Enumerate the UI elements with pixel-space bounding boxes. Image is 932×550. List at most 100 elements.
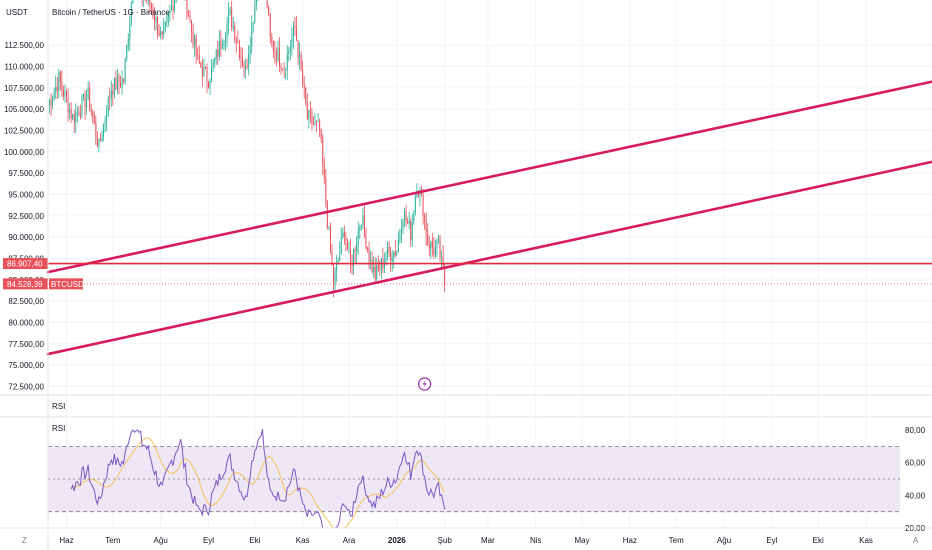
time-tick-label: Şub [438, 536, 453, 545]
candle-body [170, 5, 172, 10]
candle-body [169, 9, 171, 14]
time-tick-label: Haz [59, 536, 73, 545]
horizontal-line-price-badge [3, 258, 48, 270]
candle-body [268, 6, 270, 15]
candle-body [55, 86, 57, 92]
candle-body [251, 23, 253, 47]
candle-body [366, 248, 369, 250]
candle-body [428, 244, 430, 249]
last-price-badge [3, 278, 48, 290]
candle-body [385, 258, 387, 263]
candle-body [89, 87, 91, 110]
auto-scale-button[interactable]: A [913, 536, 919, 545]
candle-body [299, 54, 301, 58]
channel-trend-line[interactable] [46, 160, 932, 356]
candle-body [59, 72, 61, 82]
candle-body [433, 247, 435, 256]
candle-body [73, 114, 75, 123]
time-tick-label: Eki [249, 536, 260, 545]
lightning-icon[interactable] [418, 377, 432, 391]
candle-body [123, 78, 125, 82]
candle-body [337, 260, 339, 263]
time-tick-label: Nis [530, 536, 542, 545]
candle-body [266, 0, 268, 7]
chart-title: Bitcoin / TetherUS · 1G · Binance [52, 8, 170, 17]
candle-body [234, 26, 236, 41]
candle-body [174, 0, 176, 11]
candle-body [158, 33, 160, 36]
price-pane[interactable] [46, 0, 932, 528]
candle-body [106, 116, 108, 121]
candle-body [317, 121, 319, 122]
candle-body [279, 48, 281, 66]
candle-body [116, 76, 118, 90]
candle-body [359, 226, 361, 230]
candle-body [82, 93, 85, 97]
channel-lines[interactable] [46, 80, 932, 356]
horizontal-line-price-label: 86.907,40 [7, 260, 43, 269]
time-tick-label: May [574, 536, 589, 545]
horizontal-lines[interactable] [48, 262, 932, 285]
candle-body [343, 232, 345, 238]
candle-body [410, 221, 412, 241]
candle-body [425, 217, 427, 235]
zoom-button[interactable]: Z [22, 536, 27, 545]
candle-body [206, 67, 208, 82]
candle-body [218, 41, 220, 57]
candle-body [203, 66, 205, 77]
candle-body [224, 38, 227, 42]
candle-body [302, 69, 304, 85]
candle-body [314, 121, 316, 125]
candle-body [388, 246, 390, 253]
rsi-line [70, 428, 446, 529]
candle-body [121, 78, 123, 87]
candle-body [331, 251, 333, 266]
candle-body [157, 17, 159, 34]
candle-body [305, 87, 307, 104]
candle-body [345, 237, 347, 241]
candle-body [235, 40, 237, 42]
candle-body [78, 111, 80, 116]
candle-body [53, 91, 55, 99]
candle-body [282, 68, 284, 70]
candle-body [228, 13, 230, 24]
candle-body [229, 8, 231, 14]
candle-body [155, 17, 157, 22]
candle-body [152, 8, 154, 17]
candle-body [215, 49, 217, 59]
candle-body [93, 117, 95, 123]
candle-body [231, 8, 233, 28]
candle-body [424, 216, 426, 218]
candle-body [110, 90, 112, 99]
candle-body [166, 17, 168, 22]
time-axis[interactable]: Haz Tem Ağu Eyl Eki Kas Ara 2026 Şub Mar Nis May Haz… [59, 536, 873, 545]
candle-body [436, 239, 438, 247]
time-tick-label: Eyl [766, 536, 777, 545]
candle-body [306, 103, 308, 119]
channel-trend-line[interactable] [46, 80, 932, 274]
price-badges: 86.907,40 84.528,39 BTCUSDT [3, 258, 89, 290]
candle-body [153, 16, 156, 22]
candle-body [390, 252, 392, 261]
symbol-badge [49, 278, 83, 290]
candle-body [312, 124, 314, 125]
candle-body [411, 221, 413, 241]
candle-body [325, 178, 327, 204]
candle-body [232, 26, 234, 28]
candle-body [204, 66, 206, 68]
candle-body [86, 99, 88, 108]
candle-body [50, 100, 52, 105]
price-tick-label: 72.500,00 [8, 382, 44, 391]
candle-body [323, 163, 325, 179]
rsi-pane[interactable] [48, 428, 900, 529]
candle-body [255, 0, 257, 6]
candle-body [96, 137, 98, 147]
candle-body [226, 23, 228, 39]
candle-body [400, 230, 402, 234]
candle-body [413, 212, 415, 222]
candle-body [336, 262, 338, 272]
price-tick-label: 100.000,00 [4, 148, 45, 157]
candle-body [396, 251, 398, 256]
time-tick-label: 2026 [388, 536, 406, 545]
